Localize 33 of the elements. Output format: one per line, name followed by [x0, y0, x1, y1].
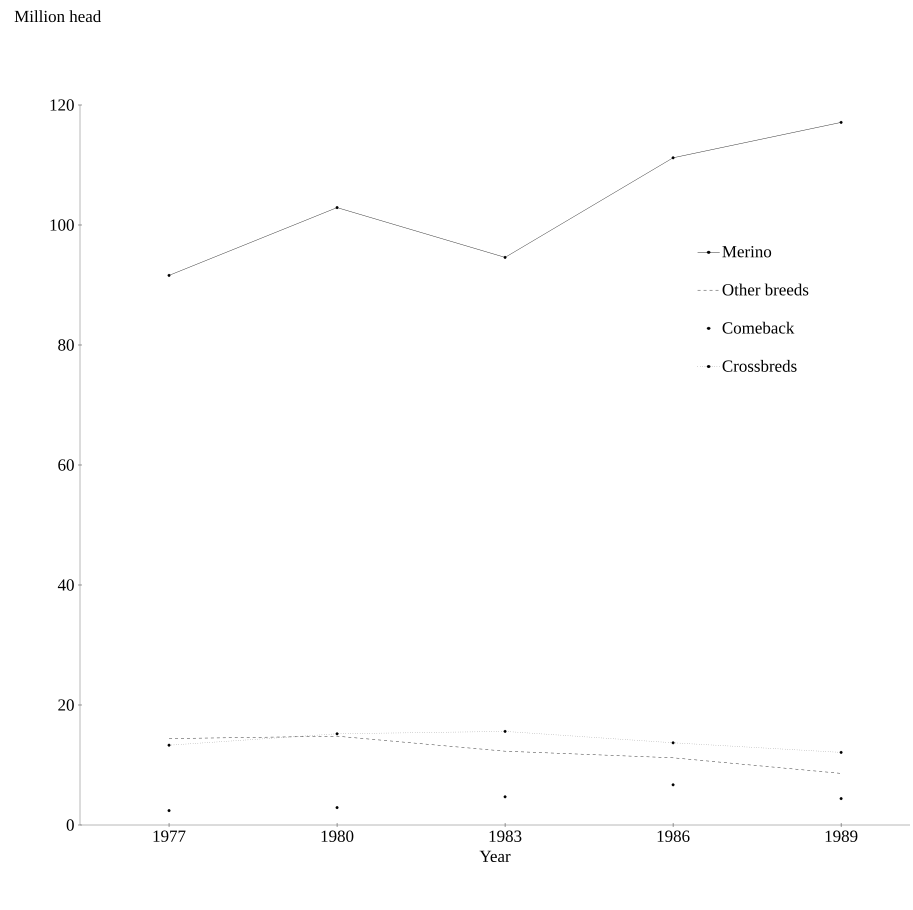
x-tick-label: 1983	[490, 830, 522, 842]
legend-label: Comeback	[722, 322, 794, 334]
x-tick-label: 1989	[826, 830, 858, 842]
point	[840, 797, 843, 800]
point	[504, 256, 507, 259]
point	[504, 795, 507, 798]
point	[672, 156, 675, 160]
point	[168, 809, 171, 812]
y-tick-label: 20	[58, 699, 74, 711]
point	[672, 783, 675, 786]
y-tick-label: 0	[66, 819, 74, 831]
point	[168, 744, 171, 747]
y-tick-label: 60	[58, 459, 74, 471]
point	[504, 730, 507, 733]
x-tick-label: 1980	[322, 830, 354, 842]
x-axis-title: Year	[480, 850, 510, 862]
x-tick-label: 1986	[658, 830, 690, 842]
legend-label: Crossbreds	[722, 360, 797, 372]
y-tick-label: 100	[50, 219, 74, 231]
y-axis-title: Million head	[14, 10, 102, 22]
point	[672, 741, 675, 744]
y-tick-label: 80	[58, 339, 74, 351]
point	[168, 274, 171, 277]
y-tick-label: 40	[58, 579, 74, 591]
point	[336, 806, 339, 810]
point	[840, 120, 843, 124]
x-tick-label: 1977	[154, 830, 186, 842]
y-tick-label: 120	[50, 99, 74, 111]
point	[840, 750, 843, 754]
point	[336, 206, 339, 210]
legend-label: Merino	[722, 246, 772, 258]
legend-label: Other breeds	[722, 284, 808, 296]
point	[336, 732, 339, 736]
